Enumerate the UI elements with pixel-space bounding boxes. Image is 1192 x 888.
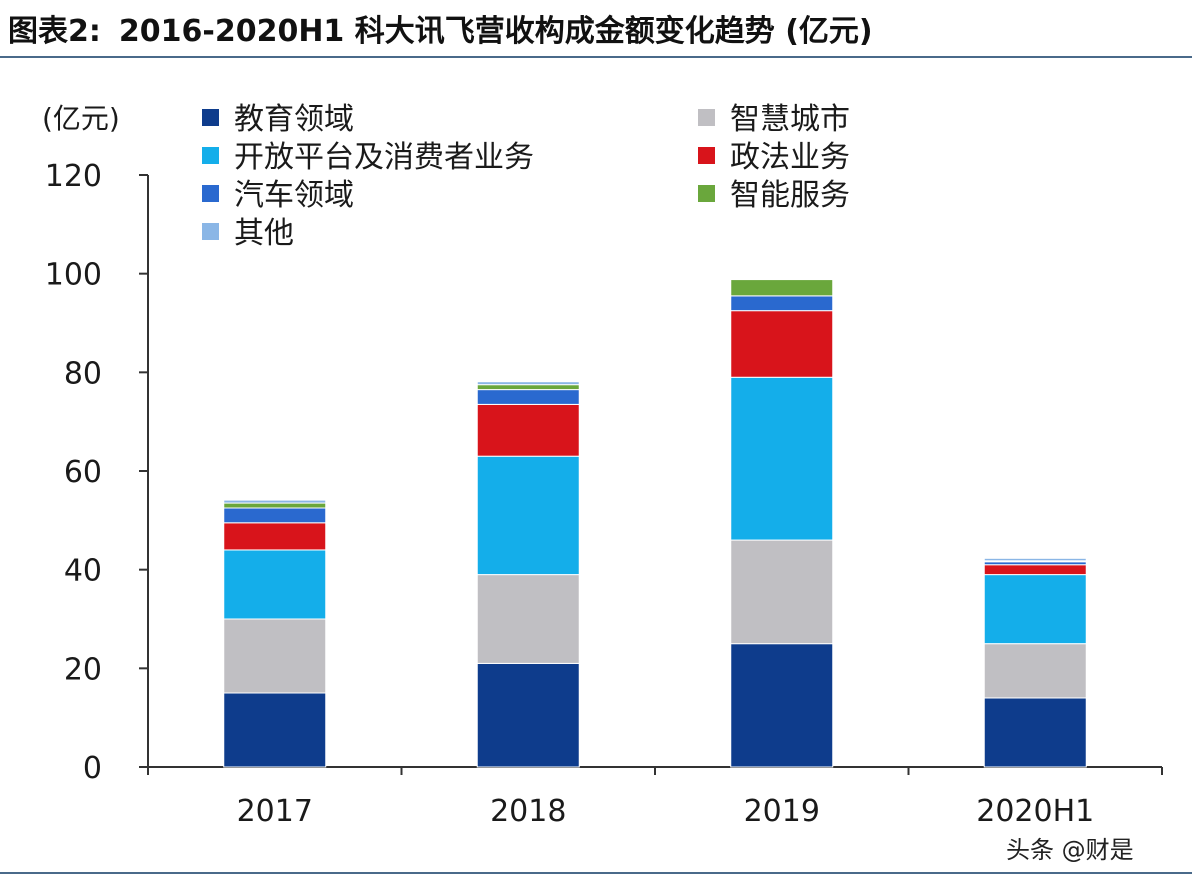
y-tick-label: 120 <box>45 159 102 194</box>
legend-swatch <box>698 147 715 164</box>
legend-swatch <box>698 109 715 126</box>
y-tick-label: 100 <box>45 258 102 293</box>
legend-label: 开放平台及消费者业务 <box>234 140 534 175</box>
bar-segment <box>983 574 1087 645</box>
bar-segment <box>730 376 834 541</box>
legend-label: 政法业务 <box>730 140 850 175</box>
bar-segment <box>730 310 834 378</box>
bar-segment <box>730 279 834 297</box>
bar-segment <box>223 692 327 768</box>
title-divider <box>0 56 1192 58</box>
bar-segment <box>223 499 327 504</box>
x-tick-label: 2020H1 <box>976 794 1094 829</box>
x-tick-label: 2018 <box>490 794 566 829</box>
legend-swatch <box>202 223 219 240</box>
legend-swatch <box>202 109 219 126</box>
bar-segment <box>730 643 834 768</box>
bar-segment <box>983 643 1087 699</box>
bar-segment <box>476 389 580 405</box>
figure-title: 图表2: 2016-2020H1 科大讯飞营收构成金额变化趋势 (亿元) <box>8 10 873 54</box>
x-tick-label: 2017 <box>237 794 313 829</box>
bar-segment <box>223 522 327 551</box>
legend-label: 教育领域 <box>234 102 354 137</box>
y-tick-label: 40 <box>64 554 102 589</box>
bar-segment <box>476 381 580 386</box>
watermark: 头条 @财是 <box>1006 836 1134 864</box>
bar-segment <box>223 618 327 694</box>
bar-segment <box>476 455 580 576</box>
legend-swatch <box>202 147 219 164</box>
y-tick-label: 20 <box>64 652 102 687</box>
y-tick-label: 0 <box>83 751 102 786</box>
bar-segment <box>730 539 834 645</box>
y-axis-label: (亿元) <box>42 102 120 135</box>
y-tick-label: 80 <box>64 356 102 391</box>
x-tick-label: 2019 <box>744 794 820 829</box>
legend-label: 其他 <box>234 216 294 251</box>
legend-swatch <box>698 185 715 202</box>
y-tick-label: 60 <box>64 455 102 490</box>
bar-segment <box>223 549 327 620</box>
bar-segment <box>476 384 580 391</box>
bar-segment <box>476 403 580 457</box>
legend-label: 汽车领域 <box>234 178 354 213</box>
bar-segment <box>983 557 1087 562</box>
figure-label: 图表2: <box>8 14 101 49</box>
bar-segment <box>223 502 327 509</box>
bar-segment <box>476 662 580 768</box>
bar-segment <box>730 295 834 312</box>
legend-swatch <box>202 185 219 202</box>
bar-segment <box>476 574 580 664</box>
legend-label: 智慧城市 <box>730 102 850 137</box>
legend-label: 智能服务 <box>730 178 850 213</box>
bar-segment <box>983 564 1087 576</box>
bar-segment <box>983 697 1087 768</box>
bar-segment <box>223 507 327 524</box>
bottom-divider <box>0 872 1192 874</box>
figure-title-text: 2016-2020H1 科大讯飞营收构成金额变化趋势 (亿元) <box>118 14 873 49</box>
